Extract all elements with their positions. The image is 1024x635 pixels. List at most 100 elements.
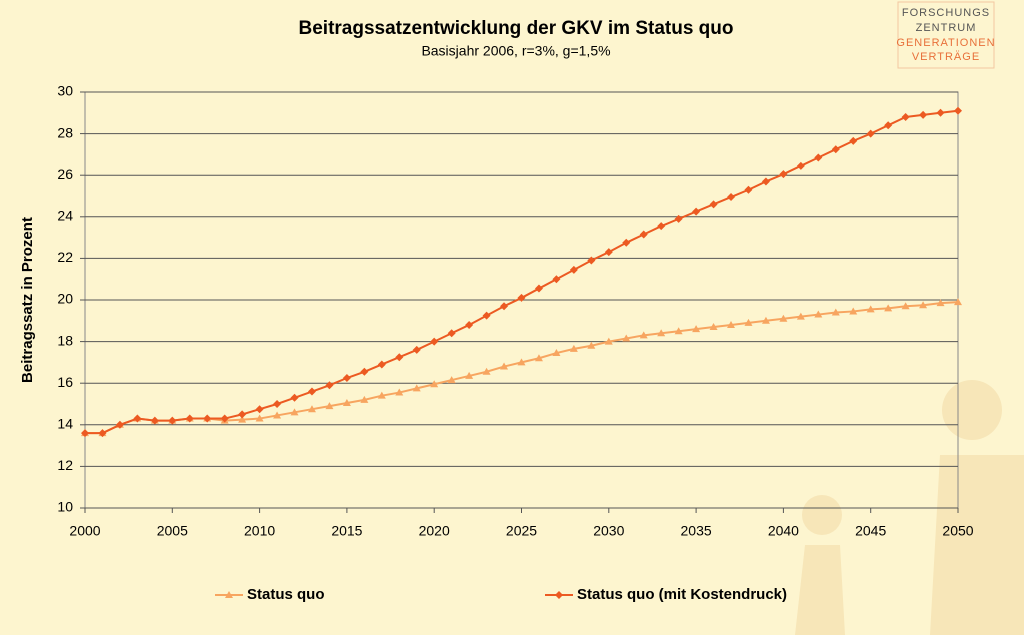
data-point [238, 415, 247, 423]
data-point [936, 299, 945, 307]
data-point [866, 305, 875, 313]
x-tick-label: 2015 [331, 523, 362, 539]
data-point [692, 207, 701, 216]
data-point [761, 316, 770, 324]
data-point [657, 329, 666, 337]
data-point [779, 314, 788, 322]
data-point [814, 153, 823, 162]
data-point [761, 177, 770, 186]
data-point [447, 329, 456, 338]
data-point [500, 302, 509, 311]
data-point [674, 327, 683, 335]
y-tick-label: 22 [57, 249, 73, 265]
data-point [639, 230, 648, 239]
data-point [727, 320, 736, 328]
data-point [307, 405, 316, 413]
data-point [115, 420, 124, 429]
data-point [919, 110, 928, 119]
data-point [831, 145, 840, 154]
x-tick-label: 2030 [593, 523, 624, 539]
data-point [936, 108, 945, 117]
series-line [85, 301, 959, 435]
data-point [849, 307, 858, 315]
x-tick-label: 2000 [69, 523, 100, 539]
data-point [500, 362, 509, 370]
y-tick-label: 28 [57, 124, 73, 140]
data-point [709, 200, 718, 209]
data-point [534, 284, 543, 293]
data-point [622, 334, 631, 342]
data-point [954, 298, 962, 306]
y-tick-label: 14 [57, 416, 73, 432]
data-point [954, 106, 962, 115]
data-point [884, 304, 893, 312]
data-point [569, 265, 578, 274]
data-point [360, 395, 369, 403]
data-point [325, 402, 334, 410]
data-point [657, 222, 666, 231]
legend-label: Status quo (mit Kostendruck) [577, 586, 787, 603]
data-point [814, 310, 823, 318]
data-point [622, 238, 631, 247]
data-point [482, 367, 491, 375]
data-point [342, 398, 351, 406]
data-point [604, 248, 613, 257]
data-point [779, 170, 788, 179]
data-point [395, 388, 404, 396]
data-point [552, 349, 561, 357]
data-point [796, 161, 805, 170]
data-point [255, 414, 264, 422]
data-point [517, 358, 526, 366]
x-tick-label: 2040 [768, 523, 799, 539]
legend-label: Status quo [247, 586, 325, 603]
data-point [447, 376, 456, 384]
y-tick-label: 18 [57, 332, 73, 348]
data-point [901, 112, 910, 121]
data-point [482, 311, 491, 320]
data-point [203, 414, 212, 423]
data-point [238, 410, 247, 419]
data-point [744, 185, 753, 194]
y-tick-label: 24 [57, 208, 73, 224]
data-point [412, 384, 421, 392]
data-point [377, 360, 386, 369]
data-point [674, 214, 683, 223]
data-point [430, 380, 439, 388]
data-point [831, 308, 840, 316]
logo-line: VERTRÄGE [912, 51, 980, 63]
logo-line: ZENTRUM [916, 22, 977, 34]
data-point [412, 345, 421, 354]
y-tick-label: 26 [57, 166, 73, 182]
data-point [569, 344, 578, 352]
data-point [81, 429, 89, 438]
x-tick-label: 2035 [681, 523, 712, 539]
y-tick-label: 12 [57, 457, 73, 473]
y-tick-label: 10 [57, 499, 73, 515]
data-point [587, 341, 596, 349]
x-tick-label: 2005 [157, 523, 188, 539]
data-point [727, 193, 736, 202]
data-point [692, 325, 701, 333]
data-point [884, 121, 893, 130]
x-tick-label: 2020 [419, 523, 450, 539]
data-point [150, 416, 159, 425]
series-line [85, 109, 959, 435]
y-tick-label: 30 [57, 83, 73, 99]
data-point [587, 256, 596, 265]
data-point [465, 371, 474, 379]
data-point [465, 320, 474, 329]
data-point [744, 318, 753, 326]
logo-line: GENERATIONEN [896, 37, 995, 49]
data-point [639, 331, 648, 339]
data-point [849, 136, 858, 145]
y-tick-label: 20 [57, 291, 73, 307]
data-point [552, 275, 561, 284]
y-axis-title: Beitragssatz in Prozent [19, 217, 36, 383]
data-point [168, 416, 177, 425]
data-point [290, 408, 299, 416]
legend-marker [225, 591, 233, 598]
data-point [360, 367, 369, 376]
data-point [325, 381, 334, 390]
data-point [307, 387, 316, 396]
x-tick-label: 2010 [244, 523, 275, 539]
